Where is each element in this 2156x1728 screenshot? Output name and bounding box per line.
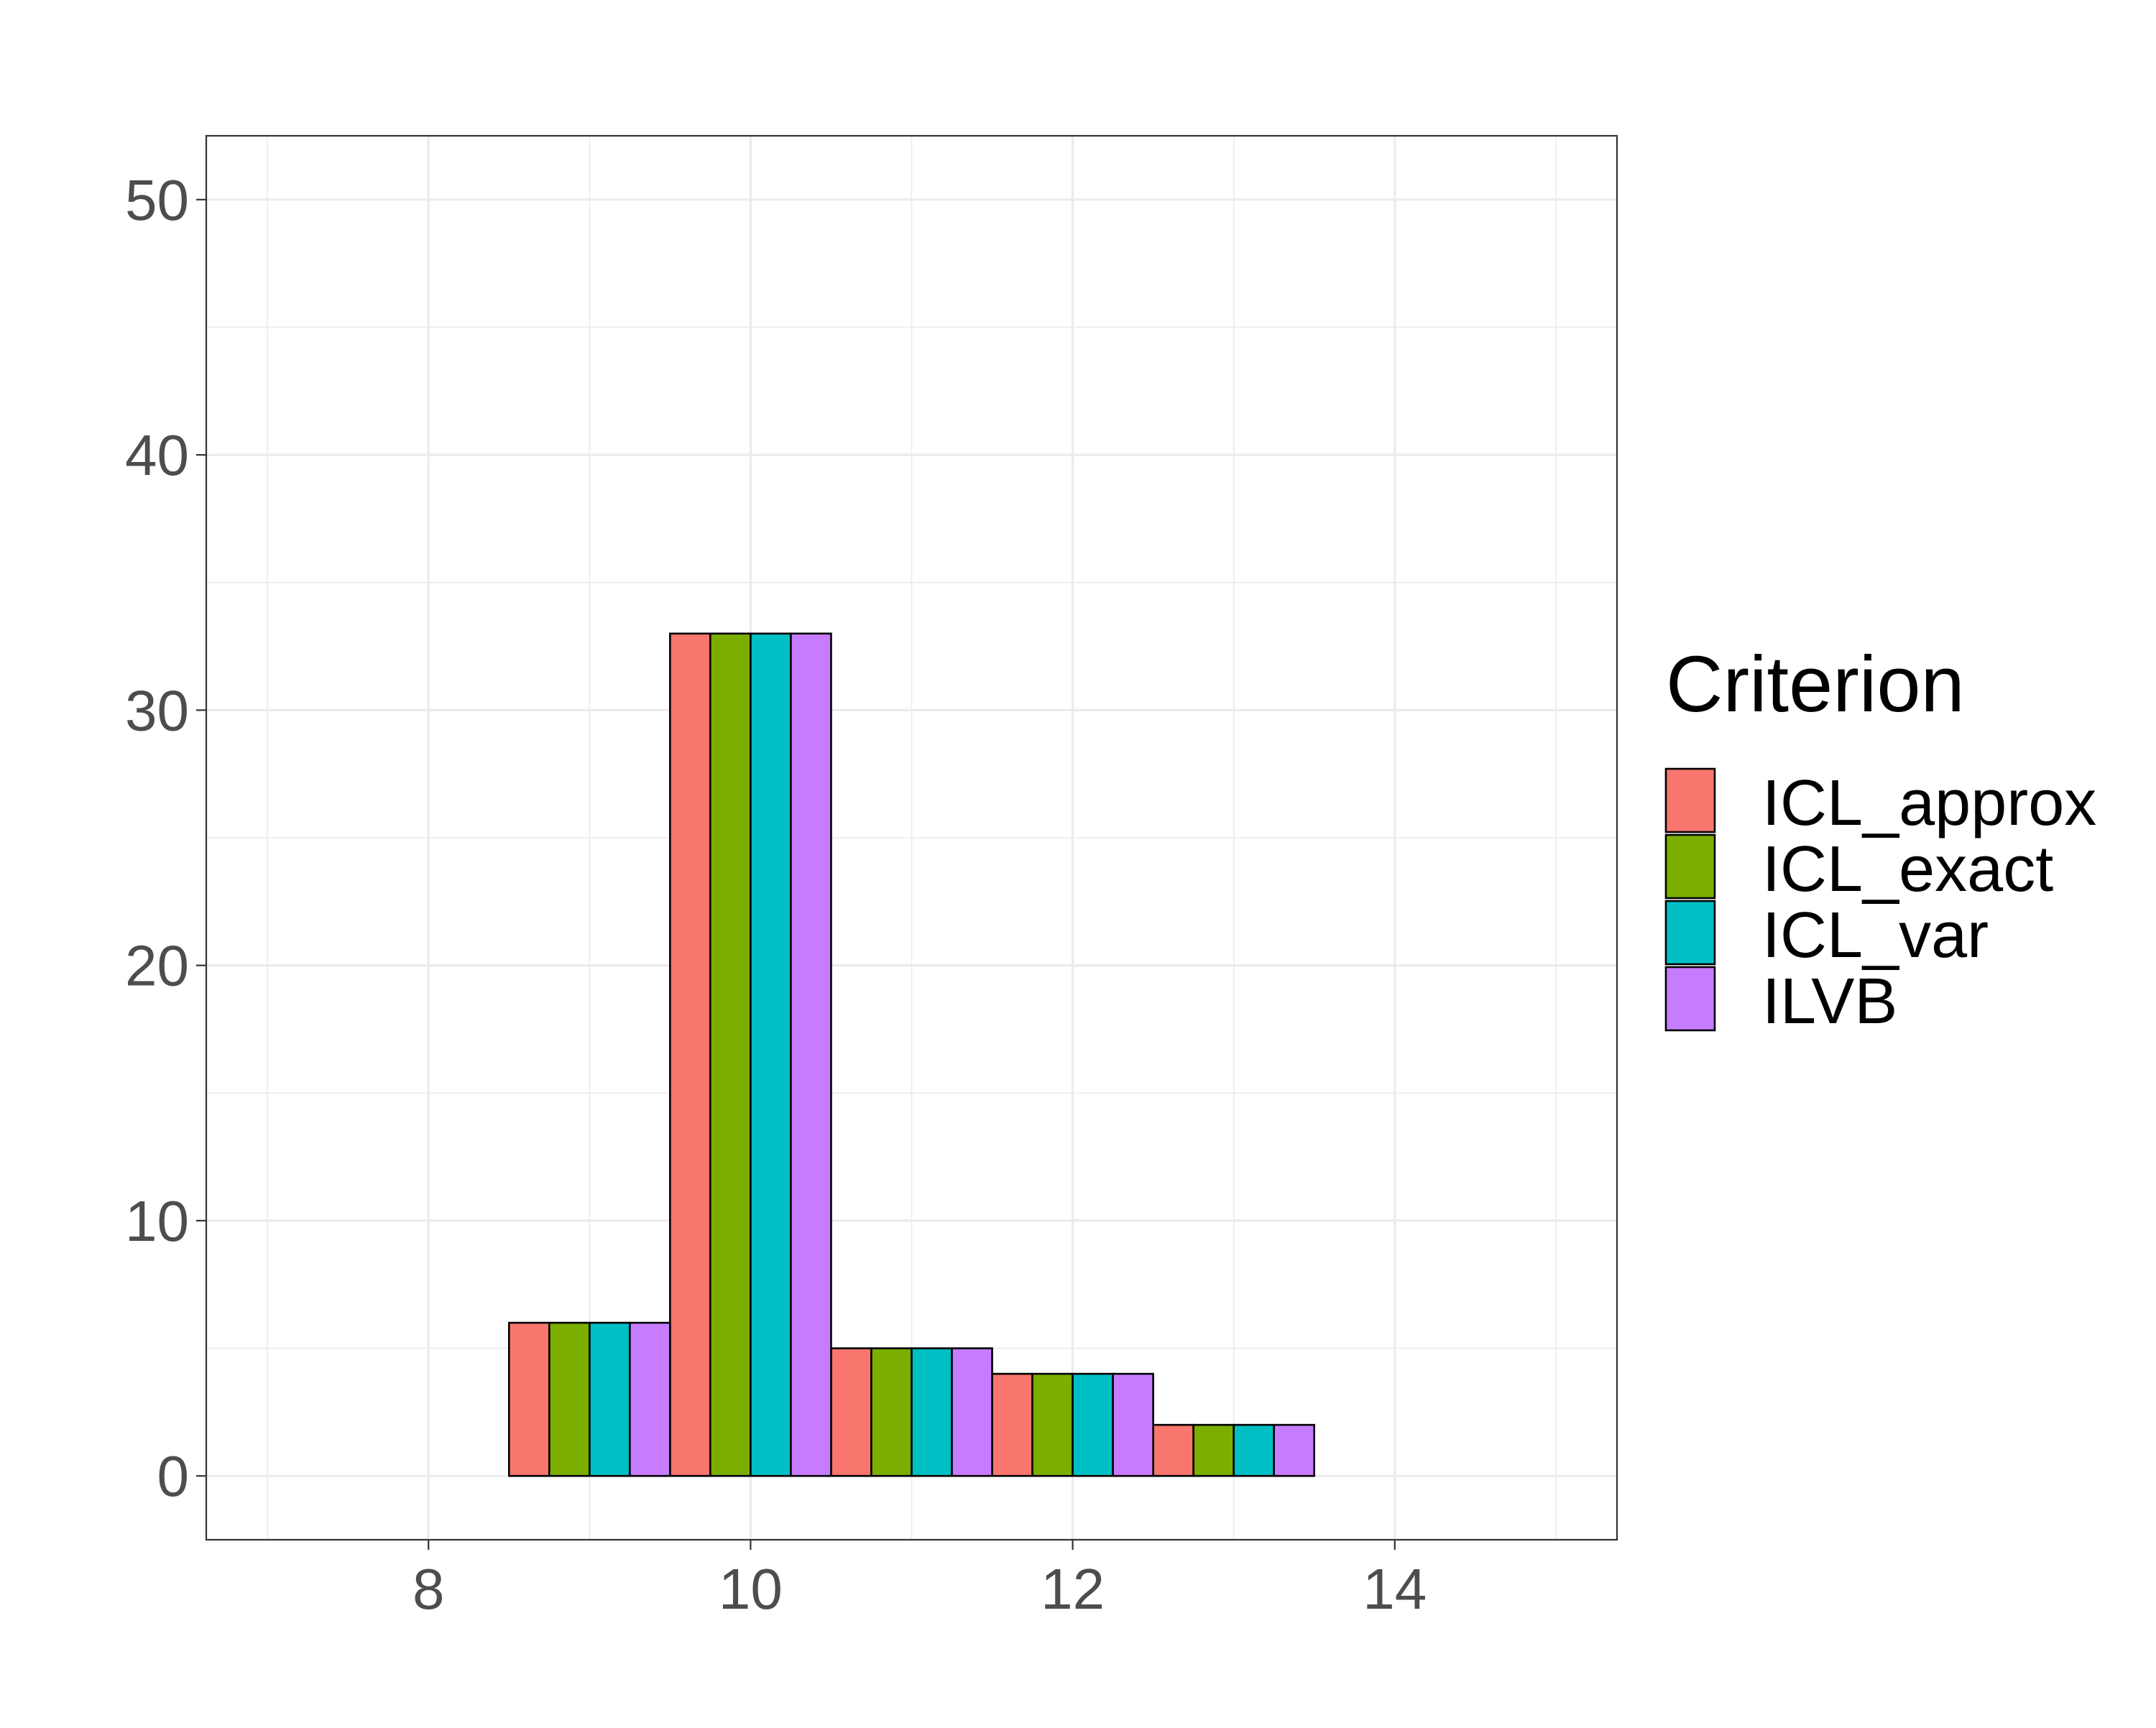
bar-icl-var-9 <box>589 1321 631 1477</box>
bar-icl-approx-9 <box>507 1321 550 1477</box>
legend-key-icl-var <box>1664 900 1716 966</box>
legend-title: Criterion <box>1666 640 1965 729</box>
y-tick-label: 10 <box>125 1189 189 1253</box>
bar-icl-exact-11 <box>870 1347 913 1477</box>
bar-ilvb-12 <box>1112 1372 1154 1477</box>
y-tick-label: 20 <box>125 934 189 998</box>
bar-icl-approx-11 <box>830 1347 872 1477</box>
y-tick-label: 50 <box>125 168 189 232</box>
bar-icl-var-12 <box>1072 1372 1114 1477</box>
y-tick-label: 30 <box>125 678 189 742</box>
bar-icl-approx-10 <box>669 632 711 1477</box>
legend-key-icl-exact <box>1664 833 1716 900</box>
plot-border <box>205 134 1618 1541</box>
legend-label: ICL_approx <box>1762 767 2096 839</box>
x-axis: 8 10 12 14 <box>413 1540 1427 1621</box>
bar-icl-var-13 <box>1233 1423 1275 1477</box>
bar-ilvb-10 <box>790 632 832 1477</box>
bar-icl-exact-12 <box>1031 1372 1074 1477</box>
x-tick-label: 12 <box>1041 1557 1105 1621</box>
legend-label: ICL_exact <box>1762 833 2053 905</box>
legend-label: ICL_var <box>1762 900 1989 971</box>
bar-icl-exact-9 <box>548 1321 591 1477</box>
legend-key-ilvb <box>1664 966 1716 1032</box>
bar-ilvb-11 <box>951 1347 993 1477</box>
bar-icl-var-11 <box>911 1347 953 1477</box>
bar-icl-approx-13 <box>1152 1423 1194 1477</box>
bars <box>507 632 1316 1477</box>
y-axis: 0 10 20 30 40 50 <box>125 168 206 1508</box>
x-tick-label: 10 <box>719 1557 783 1621</box>
y-tick-label: 40 <box>125 423 189 487</box>
x-tick-label: 8 <box>413 1557 445 1621</box>
bar-icl-exact-13 <box>1192 1423 1235 1477</box>
legend-label: ILVB <box>1762 966 1897 1038</box>
bar-icl-approx-12 <box>991 1372 1033 1477</box>
y-tick-label: 0 <box>157 1444 190 1508</box>
x-tick-label: 14 <box>1363 1557 1427 1621</box>
bar-icl-exact-10 <box>709 632 752 1477</box>
bar-icl-var-10 <box>750 632 792 1477</box>
legend-key-icl-approx <box>1664 767 1716 833</box>
bar-ilvb-13 <box>1273 1423 1316 1477</box>
bar-ilvb-9 <box>629 1321 671 1477</box>
